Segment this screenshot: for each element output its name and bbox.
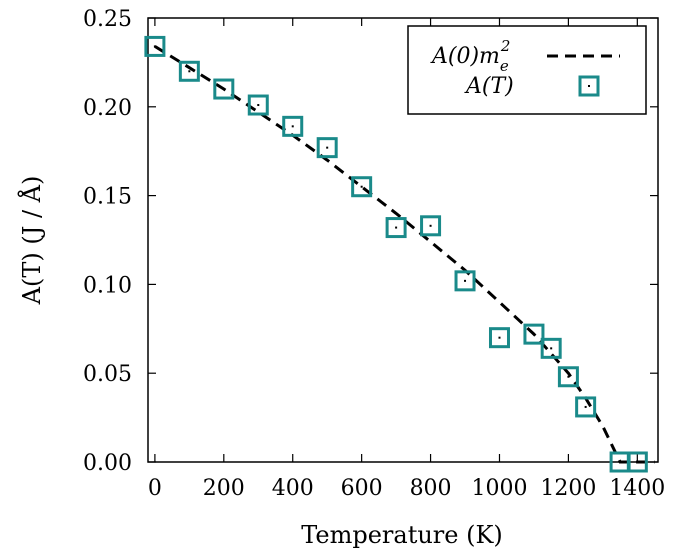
data-point-square [385, 217, 407, 239]
y-tick-label: 0.25 [83, 7, 132, 32]
data-point-dot [222, 88, 225, 91]
data-point-dot [464, 279, 467, 282]
series-a0-dashed-line [154, 45, 655, 464]
data-point-at [213, 78, 235, 100]
data-point-at [282, 115, 304, 137]
data-point-square [626, 451, 648, 473]
legend-label-a0-sub: e [500, 57, 509, 75]
data-point-at [523, 323, 545, 345]
data-point-dot [291, 125, 294, 128]
data-point-dot [360, 185, 363, 188]
x-tick-label: 800 [410, 476, 452, 501]
data-point-at [144, 35, 166, 57]
data-point-dot [326, 146, 329, 149]
data-point-square [540, 337, 562, 359]
y-tick-label: 0.00 [83, 451, 132, 476]
data-point-square [454, 270, 476, 292]
plot-frame [147, 17, 659, 463]
data-point-dot [498, 336, 501, 339]
legend-swatch-square [578, 75, 600, 97]
series-at-markers [144, 35, 648, 473]
x-tick-label: 1400 [609, 476, 665, 501]
data-point-square [316, 137, 338, 159]
legend: A(0)me 2 A(T) [407, 25, 647, 115]
y-tick-label: 0.15 [83, 185, 132, 210]
data-point-square [575, 396, 597, 418]
data-point-square [351, 176, 373, 198]
legend-label-a0: A(0)me 2 [430, 37, 510, 75]
data-point-at [351, 176, 373, 198]
data-point-at [420, 215, 442, 237]
tick-labels: 0 200 400 600 800 1000 1200 1400 0.00 0.05 0.10 0.1… [83, 7, 665, 501]
data-point-at [575, 396, 597, 418]
data-point-dot [550, 347, 553, 350]
data-point-dot [429, 224, 432, 227]
data-point-dot [532, 333, 535, 336]
y-tick-label: 0.20 [83, 96, 132, 121]
y-tick-label: 0.05 [83, 362, 132, 387]
legend-label-a0-sup: 2 [500, 37, 511, 55]
data-point-square [247, 94, 269, 116]
data-point-dot [567, 375, 570, 378]
x-tick-label: 400 [272, 476, 314, 501]
data-point-dot [395, 226, 398, 229]
data-point-square [523, 323, 545, 345]
data-point-at [540, 337, 562, 359]
data-point-square [488, 327, 510, 349]
legend-swatch-square-dot [588, 85, 590, 87]
data-point-at [316, 137, 338, 159]
plot-axes [147, 17, 659, 463]
legend-label-at: A(T) [464, 74, 514, 99]
data-point-at [626, 451, 648, 473]
data-point-square [213, 78, 235, 100]
data-point-square [144, 35, 166, 57]
data-point-square [178, 60, 200, 82]
x-tick-label: 0 [148, 476, 162, 501]
data-point-dot [153, 45, 156, 48]
data-point-dot [257, 104, 260, 107]
series-a0-line [154, 45, 655, 464]
data-point-dot [188, 70, 191, 73]
data-point-at [247, 94, 269, 116]
legend-box [407, 25, 647, 115]
data-point-at [178, 60, 200, 82]
data-point-at [488, 327, 510, 349]
x-tick-label: 1000 [471, 476, 527, 501]
data-point-at [557, 366, 579, 388]
legend-label-a0-main: A(0)m [430, 44, 500, 69]
y-tick-label: 0.10 [83, 273, 132, 298]
data-point-dot [619, 461, 622, 463]
x-tick-label: 1200 [540, 476, 596, 501]
x-axis-title: Temperature (K) [301, 521, 503, 549]
data-point-at [454, 270, 476, 292]
data-point-square [557, 366, 579, 388]
x-tick-label: 600 [341, 476, 383, 501]
x-tick-label: 200 [203, 476, 245, 501]
data-point-at [385, 217, 407, 239]
data-point-dot [636, 461, 639, 463]
data-point-dot [584, 405, 587, 408]
data-point-square [420, 215, 442, 237]
y-axis-title: A(T) (J / Å) [17, 176, 46, 306]
data-point-square [282, 115, 304, 137]
